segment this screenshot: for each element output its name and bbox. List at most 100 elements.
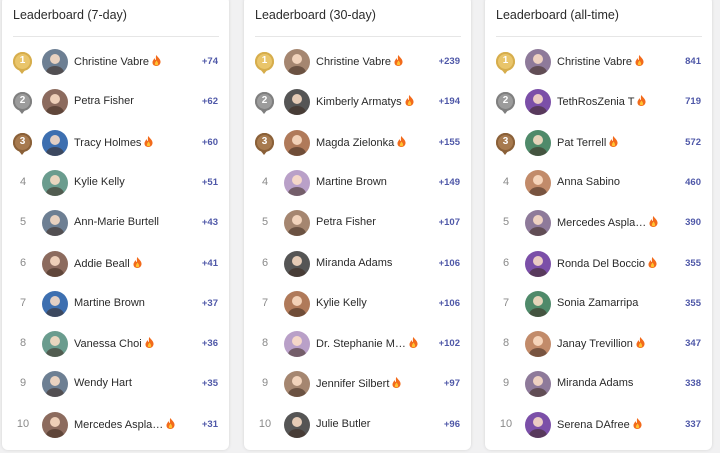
rank-number: 4 [502,175,510,188]
user-name: Miranda Adams [316,257,392,269]
leaderboard-panel: Leaderboard (all-time) 1 Christine Vabre 84… [485,0,712,450]
avatar [284,129,310,156]
rank-medal: 2 [496,92,515,115]
rank-number: 4 [261,175,269,188]
streak-icon [649,216,658,228]
rank-number: 9 [19,377,27,390]
leaderboard-row: 8 Vanessa Choi +36 [2,325,229,365]
streak-icon [392,377,401,389]
score: 572 [685,136,701,148]
streak-icon [397,135,406,147]
name-text: Kylie Kelly [74,175,125,188]
score: +149 [438,176,460,188]
avatar-body [46,388,64,398]
avatar [284,210,310,237]
streak-icon [635,55,644,66]
avatar-head [533,215,543,226]
avatar [284,89,310,116]
avatar-body [288,186,306,196]
user-name: Petra Fisher [316,216,376,228]
avatar-body [529,348,547,358]
avatar-body [288,388,306,398]
avatar-head [50,376,60,387]
user-name: Martine Brown [316,176,387,188]
avatar [42,331,68,358]
avatar [284,371,310,398]
name-text: Christine Vabre [316,56,391,68]
leaderboard-row: 2 Kimberly Armatys +194 [244,83,471,123]
avatar-head [533,134,543,145]
streak-icon [405,95,414,107]
leaderboard-row: 9 Miranda Adams 338 [485,365,712,405]
user-name: TethRosZenia T [557,95,647,108]
score: +96 [443,418,460,430]
name-text: Ronda Del Boccio [557,257,646,270]
medal-ribbon [501,69,509,74]
avatar-head [533,416,543,427]
leaderboard-row: 8 Janay Trevillion 347 [485,325,712,365]
score: 355 [685,257,701,269]
streak-icon [633,417,642,429]
avatar [525,411,551,438]
user-name: Tracy Holmes [74,135,153,149]
avatar-head [292,134,302,145]
avatar-body [46,66,64,75]
user-name: Julie Butler [316,418,370,430]
avatar [42,290,68,317]
avatar [284,290,310,317]
leaderboard-row: 5 Mercedes Aspla… 390 [485,204,712,244]
rank-number: 3 [261,135,268,147]
avatar-head [292,94,302,105]
score: +41 [201,257,218,269]
leaderboard-row: 10 Julie Butler +96 [244,406,471,446]
rank-number: 6 [502,256,510,269]
streak-icon [648,256,657,268]
avatar [284,250,310,277]
leaderboard-row: 1 Christine Vabre +239 [244,43,471,83]
name-text: Martine Brown [74,296,145,309]
user-name: Dr. Stephanie M… [316,337,418,350]
name-text: Martine Brown [316,175,387,188]
leaderboard-row: 6 Ronda Del Boccio 355 [485,245,712,285]
user-name: Mercedes Aspla… [557,216,658,229]
avatar-head [292,215,302,226]
leaderboard-row: 10 Mercedes Aspla… +31 [2,406,229,446]
avatar [284,169,310,196]
name-text: Serena DAfree [557,418,630,431]
avatar-head [292,255,302,266]
streak-icon [166,417,175,429]
avatar [284,49,310,75]
user-name: Petra Fisher [74,95,134,107]
rank-number: 6 [19,256,27,269]
avatar [42,89,68,116]
avatar-head [50,174,60,185]
leaderboard-panel: Leaderboard (30-day) 1 Christine Vabre +239… [244,0,471,450]
rank-number: 4 [19,175,27,188]
score: +37 [201,297,218,309]
streak-icon [637,95,647,107]
avatar-body [288,428,306,438]
rank-medal: 3 [496,132,515,155]
leaderboard-row: 2 Petra Fisher +62 [2,83,229,123]
user-name: Serena DAfree [557,417,642,431]
user-name: Pat Terrell [557,135,618,149]
avatar-body [529,267,547,277]
rank-number: 8 [261,337,269,350]
avatar-body [529,186,547,196]
avatar [525,331,551,358]
score: +102 [438,338,460,350]
leaderboard-row: 3 Pat Terrell 572 [485,124,712,164]
medal-ribbon [260,109,268,115]
leaderboard-row: 4 Kylie Kelly +51 [2,164,229,204]
avatar-body [46,428,64,438]
rank-number: 7 [502,296,510,309]
panel-title: Leaderboard (30-day) [255,8,376,22]
avatar [42,250,68,277]
rank-number: 7 [19,296,27,309]
name-text: Anna Sabino [557,175,620,188]
medal-ribbon [501,149,509,155]
score: +155 [438,136,460,148]
avatar-body [529,307,547,317]
panel-title: Leaderboard (all-time) [496,8,619,22]
medal-ribbon [18,69,26,74]
